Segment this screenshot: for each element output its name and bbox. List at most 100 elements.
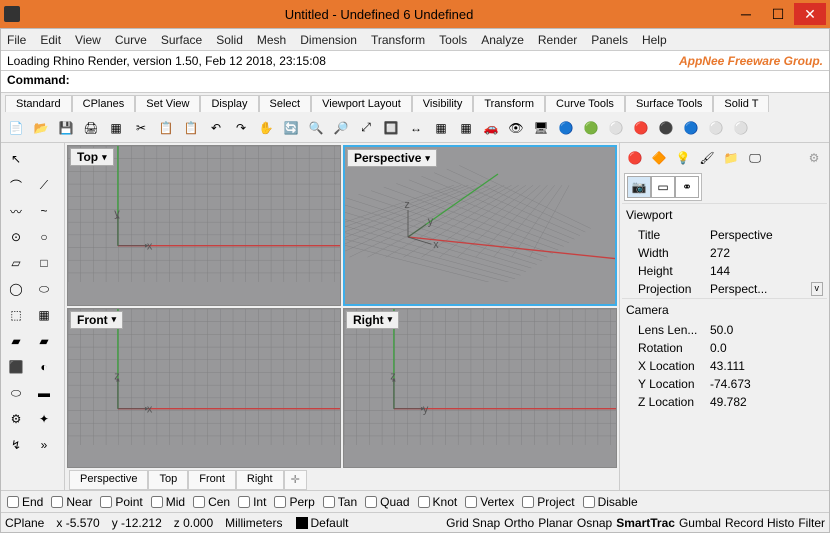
tooltab[interactable]: Visibility — [412, 95, 474, 112]
status-toggle[interactable]: Grid Snap — [446, 516, 500, 530]
osnap-point[interactable]: Point — [100, 495, 142, 509]
tool-button[interactable]: ◯ — [3, 277, 29, 301]
tool-button[interactable]: ▰ — [31, 329, 57, 353]
status-toggle[interactable]: SmartTrac — [616, 516, 675, 530]
prop-yloc[interactable]: Y Location-74.673 — [622, 375, 827, 393]
tool-button[interactable]: ⟋ — [31, 173, 57, 197]
tooltab[interactable]: Display — [200, 95, 258, 112]
viewport-front[interactable]: Front▾ z x — [67, 308, 341, 469]
osnap-end[interactable]: End — [7, 495, 43, 509]
tool-button[interactable]: ⚙ — [3, 407, 29, 431]
tool-button[interactable]: » — [31, 433, 57, 457]
toolbar-button[interactable]: 🟢 — [580, 117, 602, 139]
menu-transform[interactable]: Transform — [371, 33, 425, 47]
toolbar-button[interactable]: 🔄 — [280, 117, 302, 139]
render-icon[interactable]: 🔴 — [624, 147, 646, 169]
toolbar-button[interactable]: ⚪ — [730, 117, 752, 139]
toolbar-button[interactable]: 🔵 — [680, 117, 702, 139]
status-toggle[interactable]: Osnap — [577, 516, 612, 530]
toolbar-button[interactable]: 📋 — [180, 117, 202, 139]
status-toggle[interactable]: Planar — [538, 516, 573, 530]
status-toggle[interactable]: Ortho — [504, 516, 534, 530]
add-viewport-tab[interactable]: ✛ — [284, 470, 307, 490]
toolbar-button[interactable]: ↷ — [230, 117, 252, 139]
menu-panels[interactable]: Panels — [591, 33, 628, 47]
close-button[interactable]: ✕ — [794, 3, 826, 25]
tool-button[interactable]: ⬭ — [31, 277, 57, 301]
status-toggle[interactable]: Gumbal — [679, 516, 721, 530]
frame-mode-icon[interactable]: ▭ — [651, 176, 675, 198]
brush-icon[interactable]: 🖌 — [696, 147, 718, 169]
menu-curve[interactable]: Curve — [115, 33, 147, 47]
osnap-near[interactable]: Near — [51, 495, 92, 509]
menu-mesh[interactable]: Mesh — [257, 33, 286, 47]
viewport-top[interactable]: Top▾ y x — [67, 145, 341, 306]
osnap-int[interactable]: Int — [238, 495, 266, 509]
toolbar-button[interactable]: ↔ — [405, 117, 427, 139]
menu-tools[interactable]: Tools — [439, 33, 467, 47]
tool-button[interactable]: ▱ — [3, 251, 29, 275]
tool-button[interactable]: ▰ — [3, 329, 29, 353]
viewport-tab[interactable]: Right — [236, 470, 284, 490]
link-mode-icon[interactable]: ⚭ — [675, 176, 699, 198]
tool-button[interactable]: ◐ — [31, 355, 57, 379]
materials-icon[interactable]: 🔶 — [648, 147, 670, 169]
toolbar-button[interactable]: ▦ — [105, 117, 127, 139]
status-toggle[interactable]: Filter — [798, 516, 825, 530]
osnap-knot[interactable]: Knot — [418, 495, 458, 509]
toolbar-button[interactable]: 📋 — [155, 117, 177, 139]
tool-button[interactable]: ⊙ — [3, 225, 29, 249]
osnap-perp[interactable]: Perp — [274, 495, 314, 509]
toolbar-button[interactable]: 👁 — [505, 117, 527, 139]
tooltab[interactable]: Set View — [135, 95, 200, 112]
tooltab[interactable]: Solid T — [713, 95, 769, 112]
minimize-button[interactable]: ─ — [730, 3, 762, 25]
viewport-label[interactable]: Top▾ — [70, 148, 114, 166]
camera-mode-icon[interactable]: 📷 — [627, 176, 651, 198]
toolbar-button[interactable]: ▦ — [430, 117, 452, 139]
menu-view[interactable]: View — [75, 33, 101, 47]
tool-button[interactable]: ⌒ — [3, 173, 29, 197]
toolbar-button[interactable]: ▦ — [455, 117, 477, 139]
osnap-cen[interactable]: Cen — [193, 495, 230, 509]
tool-button[interactable]: ↖ — [3, 147, 29, 171]
viewport-tab[interactable]: Front — [188, 470, 236, 490]
toolbar-button[interactable]: ⚪ — [605, 117, 627, 139]
viewport-label[interactable]: Right▾ — [346, 311, 399, 329]
tooltab[interactable]: Transform — [473, 95, 545, 112]
display-icon[interactable]: 🖵 — [744, 147, 766, 169]
tooltab[interactable]: Curve Tools — [545, 95, 625, 112]
viewport-right[interactable]: Right▾ z y — [343, 308, 617, 469]
prop-xloc[interactable]: X Location43.111 — [622, 357, 827, 375]
menu-file[interactable]: File — [7, 33, 26, 47]
prop-projection[interactable]: ProjectionPerspect...v — [622, 280, 827, 298]
folder-icon[interactable]: 📁 — [720, 147, 742, 169]
toolbar-button[interactable]: 🔲 — [380, 117, 402, 139]
tool-button[interactable]: ▬ — [31, 381, 57, 405]
tool-button[interactable]: 〰 — [3, 199, 29, 223]
osnap-vertex[interactable]: Vertex — [465, 495, 514, 509]
tooltab[interactable]: Viewport Layout — [311, 95, 412, 112]
toolbar-button[interactable]: ✋ — [255, 117, 277, 139]
menu-render[interactable]: Render — [538, 33, 577, 47]
prop-zloc[interactable]: Z Location49.782 — [622, 393, 827, 411]
toolbar-button[interactable]: 🚗 — [480, 117, 502, 139]
toolbar-button[interactable]: ⚪ — [705, 117, 727, 139]
toolbar-button[interactable]: 💾 — [55, 117, 77, 139]
menu-help[interactable]: Help — [642, 33, 667, 47]
toolbar-button[interactable]: 🔴 — [630, 117, 652, 139]
toolbar-button[interactable]: 📂 — [30, 117, 52, 139]
toolbar-button[interactable]: 📄 — [5, 117, 27, 139]
osnap-project[interactable]: Project — [522, 495, 574, 509]
status-toggle[interactable]: Record Histo — [725, 516, 794, 530]
toolbar-button[interactable]: 🖥 — [530, 117, 552, 139]
tooltab[interactable]: Surface Tools — [625, 95, 713, 112]
lights-icon[interactable]: 💡 — [672, 147, 694, 169]
viewport-tab[interactable]: Top — [148, 470, 188, 490]
osnap-disable[interactable]: Disable — [583, 495, 638, 509]
menu-surface[interactable]: Surface — [161, 33, 202, 47]
osnap-mid[interactable]: Mid — [151, 495, 185, 509]
tooltab[interactable]: CPlanes — [72, 95, 136, 112]
tool-button[interactable]: ↯ — [3, 433, 29, 457]
toolbar-button[interactable]: 🔎 — [330, 117, 352, 139]
